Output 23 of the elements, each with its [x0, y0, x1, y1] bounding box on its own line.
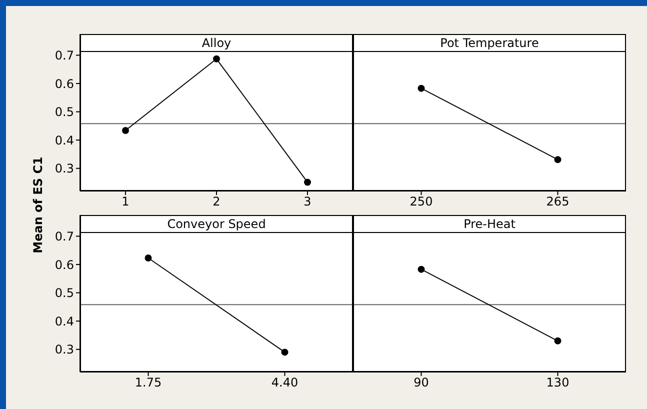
y-tick-label: 0.3	[54, 162, 74, 176]
y-tick-label: 0.3	[54, 342, 74, 357]
x-tick-label: 1.75	[134, 376, 162, 390]
y-axis-title: Mean of ES C1	[30, 156, 46, 256]
x-tick-label: 4.40	[271, 376, 298, 390]
y-tick-label: 0.7	[54, 48, 74, 62]
x-tick-label: 2	[212, 194, 220, 209]
y-tick-label: 0.4	[54, 133, 74, 148]
y-tick-label: 0.4	[54, 314, 74, 328]
point	[122, 126, 129, 134]
point	[304, 178, 311, 186]
x-tick-label: 3	[304, 194, 312, 209]
x-tick-label: 1	[122, 194, 130, 209]
x-tick-label: 130	[546, 376, 570, 390]
y-tick-label: 0.5	[54, 286, 74, 300]
y-tick-label: 0.6	[54, 258, 74, 272]
x-tick-label: 250	[410, 194, 433, 209]
y-tick-label: 0.6	[54, 76, 74, 91]
y-tick-label: 0.7	[54, 229, 74, 244]
point	[213, 55, 220, 62]
x-tick-label: 265	[546, 194, 570, 209]
y-tick-label: 0.5	[54, 105, 74, 120]
x-tick-label: 90	[414, 376, 429, 390]
